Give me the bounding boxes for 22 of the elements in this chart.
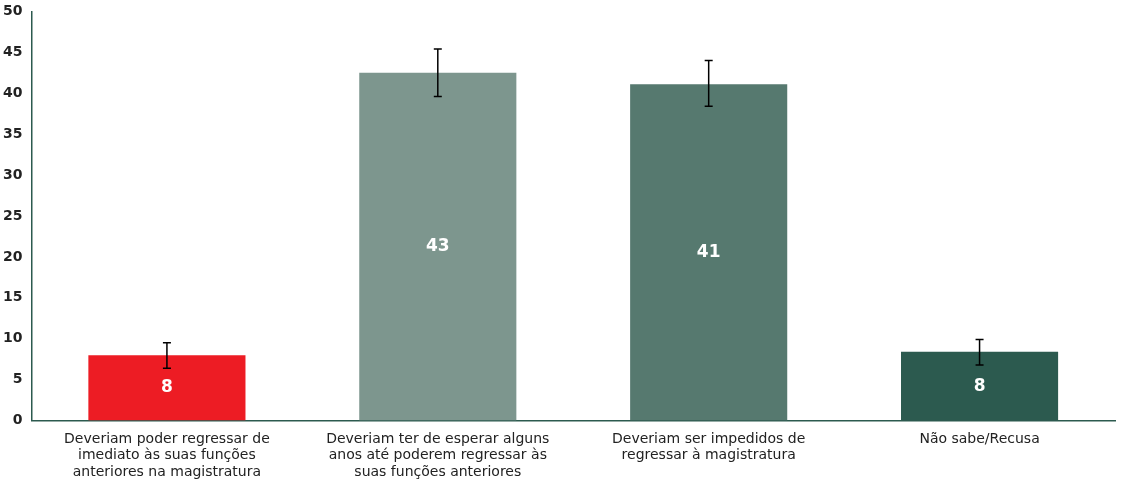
bar xyxy=(630,84,788,421)
y-tick-label: 30 xyxy=(3,165,23,182)
data-label: 43 xyxy=(425,235,450,256)
y-tick-label: 0 xyxy=(12,411,23,428)
x-tick-label: Deveriam ter de esperar alguns anos até poderem regressar às suas funções anteriores xyxy=(326,429,550,480)
y-tick-label: 35 xyxy=(3,124,23,141)
x-tick-label: Deveriam ser impedidos de regressar à magistratura xyxy=(612,429,806,463)
y-tick-label: 20 xyxy=(3,247,23,264)
bar xyxy=(359,72,517,421)
y-tick-label: 50 xyxy=(3,2,23,19)
bar xyxy=(88,355,246,421)
y-tick-label: 40 xyxy=(3,83,23,100)
data-label: 8 xyxy=(161,376,173,397)
data-label: 8 xyxy=(973,374,986,395)
x-tick-label: Não sabe/Recusa xyxy=(919,429,1040,446)
y-tick-label: 5 xyxy=(12,370,23,387)
y-tick-label: 10 xyxy=(3,329,23,346)
data-label: 41 xyxy=(696,240,721,261)
y-tick-label: 25 xyxy=(3,206,23,223)
y-tick-label: 15 xyxy=(3,288,23,305)
x-tick-label: Deveriam poder regressar de imediato às suas funções anteriores na magistratura xyxy=(64,429,270,480)
y-tick-label: 45 xyxy=(3,42,23,59)
